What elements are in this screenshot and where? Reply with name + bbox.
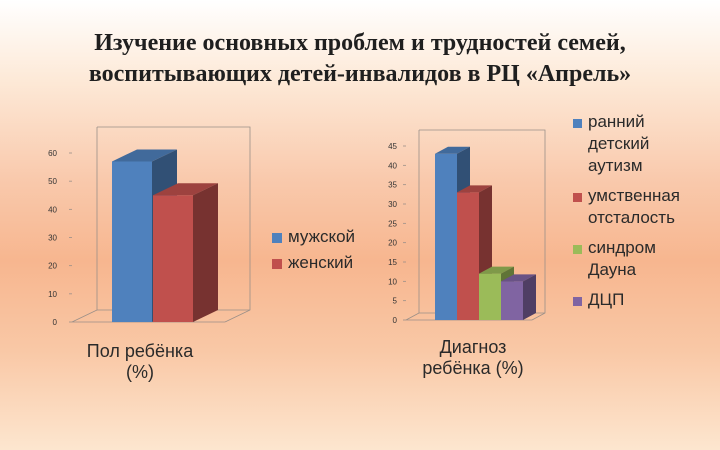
chart-frame bbox=[97, 126, 251, 323]
bar-top bbox=[153, 183, 218, 196]
legend-swatch bbox=[573, 119, 582, 128]
legend-item: женский bbox=[272, 253, 353, 272]
y-tick-label: 10 bbox=[48, 290, 57, 299]
page-title: Изучение основных проблем и трудностей с… bbox=[0, 28, 720, 90]
chart-caption: Диагноз bbox=[440, 337, 507, 357]
legend-label: мужской bbox=[288, 227, 355, 246]
y-tick-label: 45 bbox=[388, 142, 397, 151]
bar-front bbox=[153, 195, 193, 322]
bar-front bbox=[112, 161, 152, 322]
bar-front bbox=[457, 192, 479, 320]
title-line-2: воспитывающих детей-инвалидов в РЦ «Апре… bbox=[88, 61, 632, 87]
legend-swatch bbox=[573, 193, 582, 202]
legend-swatch bbox=[573, 245, 582, 254]
bar-front bbox=[501, 281, 523, 320]
y-tick-label: 10 bbox=[388, 277, 397, 286]
y-tick-label: 40 bbox=[388, 161, 397, 170]
y-tick-label: 20 bbox=[48, 262, 57, 271]
legend-item: синдром Дауна bbox=[573, 238, 656, 279]
legend-item: мужской bbox=[272, 227, 355, 246]
bar-top bbox=[501, 274, 536, 282]
y-tick-label: 25 bbox=[388, 219, 397, 228]
bar-front bbox=[435, 153, 457, 320]
y-tick-label: 15 bbox=[388, 258, 397, 267]
y-tick-label: 50 bbox=[48, 177, 57, 186]
y-tick-label: 60 bbox=[48, 149, 57, 158]
legend-swatch bbox=[573, 297, 582, 306]
bar-top bbox=[112, 149, 177, 162]
chart-caption: ребёнка (%) bbox=[422, 358, 523, 378]
legend-item: умственная отсталость bbox=[573, 186, 680, 227]
bar-top bbox=[435, 146, 470, 154]
legend-label: женский bbox=[288, 253, 353, 272]
bar-top bbox=[479, 266, 514, 274]
chart-1: 0 10 20 30 40 50 60 мужской женский Пол ребёнка(%… bbox=[48, 126, 355, 382]
y-tick-label: 5 bbox=[393, 297, 398, 306]
legend-label: Дауна bbox=[588, 260, 637, 279]
y-tick-label: 20 bbox=[388, 239, 397, 248]
legend-label: умственная bbox=[588, 186, 680, 205]
bar-side bbox=[193, 183, 218, 322]
chart-2: 0 5 10 15 20 25 30 35 40 45 ранний детский аутизм умс… bbox=[388, 112, 680, 378]
legend-label: отсталость bbox=[588, 208, 675, 227]
y-tick-label: 40 bbox=[48, 205, 57, 214]
bar-side bbox=[523, 274, 536, 320]
legend-item: ДЦП bbox=[573, 290, 624, 309]
chart-frame bbox=[419, 129, 546, 321]
legend-label: ДЦП bbox=[588, 290, 624, 309]
y-tick-label: 0 bbox=[393, 316, 398, 325]
chart-caption: (%) bbox=[126, 362, 154, 382]
y-tick-label: 35 bbox=[388, 181, 397, 190]
y-tick-label: 0 bbox=[53, 318, 58, 327]
legend-label: детский bbox=[588, 134, 649, 153]
legend-label: аутизм bbox=[588, 156, 643, 175]
legend-swatch bbox=[272, 233, 282, 243]
bar-4 bbox=[501, 274, 536, 320]
bar-2 bbox=[153, 183, 218, 322]
legend-item: ранний детский аутизм bbox=[573, 112, 649, 175]
title-line-1: Изучение основных проблем и трудностей с… bbox=[94, 30, 626, 56]
bar-top bbox=[457, 185, 492, 193]
bar-front bbox=[479, 273, 501, 320]
legend-label: ранний bbox=[588, 112, 645, 131]
y-tick-label: 30 bbox=[388, 200, 397, 209]
y-tick-label: 30 bbox=[48, 234, 57, 243]
legend-swatch bbox=[272, 259, 282, 269]
chart-caption: Пол ребёнка bbox=[87, 341, 194, 361]
legend-label: синдром bbox=[588, 238, 656, 257]
